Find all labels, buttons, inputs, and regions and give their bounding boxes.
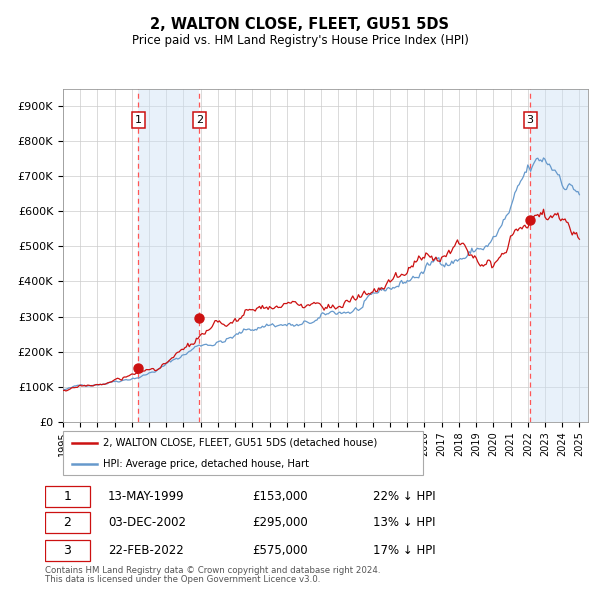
Text: 1: 1 bbox=[64, 490, 71, 503]
Text: 13-MAY-1999: 13-MAY-1999 bbox=[108, 490, 184, 503]
Text: £153,000: £153,000 bbox=[253, 490, 308, 503]
Text: 17% ↓ HPI: 17% ↓ HPI bbox=[373, 544, 435, 557]
Text: Contains HM Land Registry data © Crown copyright and database right 2024.: Contains HM Land Registry data © Crown c… bbox=[45, 566, 380, 575]
FancyBboxPatch shape bbox=[63, 431, 423, 475]
FancyBboxPatch shape bbox=[45, 486, 90, 507]
Text: HPI: Average price, detached house, Hart: HPI: Average price, detached house, Hart bbox=[103, 459, 308, 469]
Text: 2: 2 bbox=[196, 115, 203, 125]
Text: £575,000: £575,000 bbox=[253, 544, 308, 557]
FancyBboxPatch shape bbox=[45, 540, 90, 560]
Text: 03-DEC-2002: 03-DEC-2002 bbox=[108, 516, 186, 529]
Text: 2: 2 bbox=[64, 516, 71, 529]
Text: 3: 3 bbox=[64, 544, 71, 557]
Text: 22-FEB-2022: 22-FEB-2022 bbox=[108, 544, 184, 557]
Text: Price paid vs. HM Land Registry's House Price Index (HPI): Price paid vs. HM Land Registry's House … bbox=[131, 34, 469, 47]
Bar bbox=[530, 88, 588, 422]
Text: 2, WALTON CLOSE, FLEET, GU51 5DS (detached house): 2, WALTON CLOSE, FLEET, GU51 5DS (detach… bbox=[103, 438, 377, 448]
Text: 13% ↓ HPI: 13% ↓ HPI bbox=[373, 516, 435, 529]
Text: This data is licensed under the Open Government Licence v3.0.: This data is licensed under the Open Gov… bbox=[45, 575, 320, 584]
Text: 2, WALTON CLOSE, FLEET, GU51 5DS: 2, WALTON CLOSE, FLEET, GU51 5DS bbox=[151, 17, 449, 31]
Text: £295,000: £295,000 bbox=[253, 516, 308, 529]
Text: 22% ↓ HPI: 22% ↓ HPI bbox=[373, 490, 435, 503]
Text: 3: 3 bbox=[527, 115, 533, 125]
FancyBboxPatch shape bbox=[45, 512, 90, 533]
Bar bbox=[138, 88, 199, 422]
Text: 1: 1 bbox=[135, 115, 142, 125]
